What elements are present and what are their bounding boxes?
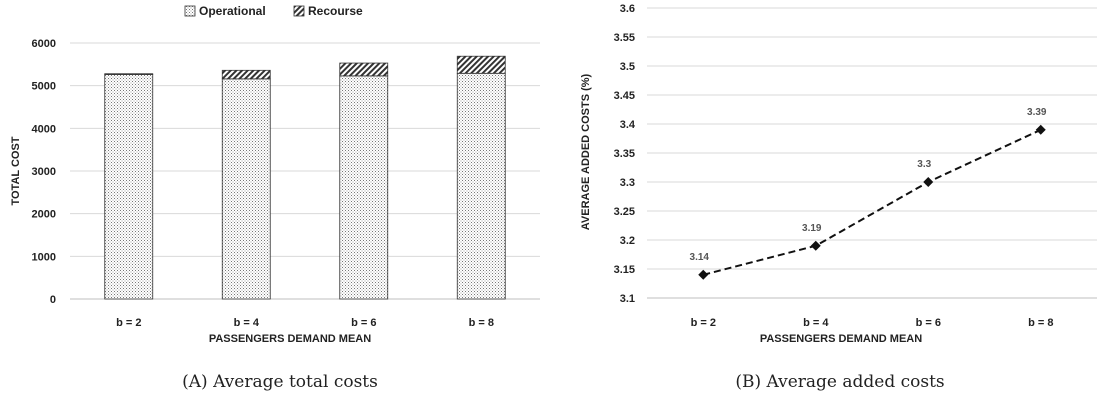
y-tick-label-b: 3.4 (620, 119, 636, 131)
legend-swatch-recourse (294, 6, 304, 16)
bar-operational-2 (222, 79, 270, 299)
bar-recourse-1 (105, 74, 153, 75)
y-tick-label-a: 0 (50, 294, 56, 306)
y-axis-title-total-cost: TOTAL COST (10, 136, 22, 205)
x-tick-label-a: b = 4 (234, 317, 260, 329)
data-label-3: 3.3 (917, 159, 931, 170)
x-tick-label-a: b = 2 (116, 317, 141, 329)
legend-label-recourse: Recourse (308, 4, 363, 18)
data-point-2 (811, 241, 821, 251)
y-tick-label-a: 5000 (32, 81, 56, 93)
y-tick-label-b: 3.5 (620, 61, 635, 73)
data-point-4 (1036, 125, 1046, 135)
added-costs-line-chart: 3.1 3.15 3.2 3.25 3.3 3.35 3.4 3.45 3.5 3.55 3.6 b… (560, 0, 1120, 360)
y-tick-label-b: 3.25 (614, 206, 635, 218)
x-tick-label-b: b = 4 (803, 317, 829, 329)
bar-recourse-2 (222, 70, 270, 79)
data-label-2: 3.19 (802, 223, 822, 234)
y-tick-label-b: 3.6 (620, 3, 635, 15)
bar-operational-1 (105, 75, 153, 299)
y-tick-label-b: 3.55 (614, 32, 635, 44)
caption-a-tag: (A) (182, 372, 208, 392)
caption-b: (B) Average added costs (560, 372, 1120, 392)
legend-swatch-operational (185, 6, 195, 16)
y-tick-label-a: 4000 (32, 123, 56, 135)
data-point-3 (923, 177, 933, 187)
data-label-4: 3.39 (1027, 107, 1047, 118)
y-tick-label-b: 3.45 (614, 90, 635, 102)
bar-operational-3 (340, 76, 388, 299)
x-axis-title-b: PASSENGERS DEMAND MEAN (760, 333, 922, 345)
y-tick-label-b: 3.3 (620, 177, 635, 189)
x-tick-label-a: b = 6 (351, 317, 376, 329)
y-tick-label-a: 3000 (32, 166, 56, 178)
x-tick-label-b: b = 2 (691, 317, 716, 329)
y-tick-label-a: 2000 (32, 209, 56, 221)
bar-operational-4 (457, 73, 505, 299)
y-tick-label-b: 3.35 (614, 148, 635, 160)
y-tick-label-b: 3.2 (620, 235, 635, 247)
x-axis-title-a: PASSENGERS DEMAND MEAN (209, 333, 371, 345)
y-tick-label-a: 6000 (32, 38, 56, 50)
x-tick-label-b: b = 8 (1028, 317, 1053, 329)
chart-panel-added-costs: 3.1 3.15 3.2 3.25 3.3 3.35 3.4 3.45 3.5 3.55 3.6 b… (560, 0, 1120, 416)
caption-b-text: Average added costs (767, 372, 945, 392)
y-tick-label-b: 3.15 (614, 264, 635, 276)
caption-b-tag: (B) (735, 372, 761, 392)
series-line-added-costs (703, 130, 1041, 275)
x-tick-label-a: b = 8 (469, 317, 494, 329)
y-axis-title-added-costs: AVERAGE ADDED COSTS (%) (580, 73, 592, 230)
y-tick-label-b: 3.1 (620, 293, 635, 305)
legend-label-operational: Operational (199, 4, 266, 18)
data-label-1: 3.14 (690, 252, 710, 263)
caption-a-text: Average total costs (213, 372, 378, 392)
bar-recourse-4 (457, 56, 505, 73)
x-tick-label-b: b = 6 (916, 317, 941, 329)
bar-recourse-3 (340, 63, 388, 76)
y-tick-label-a: 1000 (32, 251, 56, 263)
caption-a: (A) Average total costs (0, 372, 560, 392)
chart-panel-total-costs: 0 1000 2000 3000 4000 5000 6000 b = 2 b = 4 b = … (0, 0, 560, 416)
total-cost-bar-chart: 0 1000 2000 3000 4000 5000 6000 b = 2 b = 4 b = … (0, 0, 560, 360)
data-point-1 (698, 270, 708, 280)
